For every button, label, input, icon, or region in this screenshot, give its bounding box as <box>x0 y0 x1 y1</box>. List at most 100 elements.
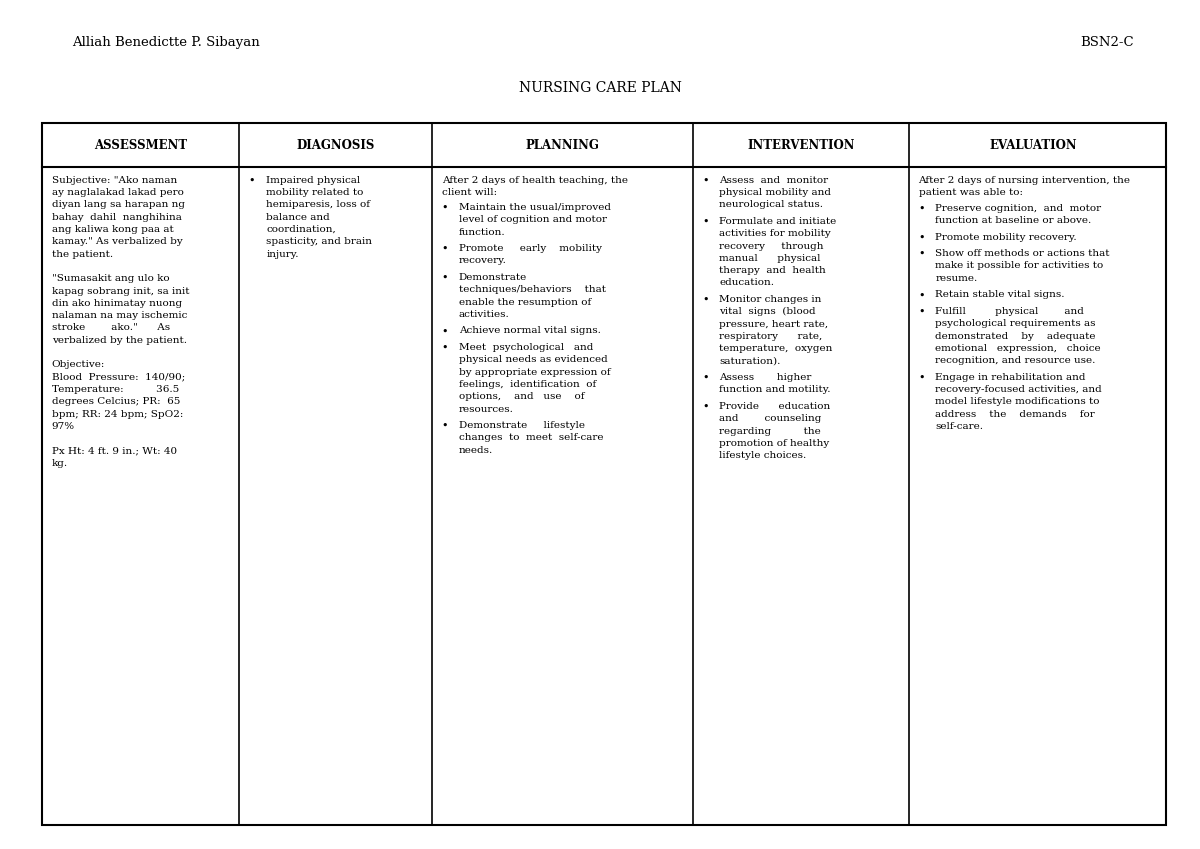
Text: model lifestyle modifications to: model lifestyle modifications to <box>935 397 1100 407</box>
Text: nalaman na may ischemic: nalaman na may ischemic <box>52 311 187 320</box>
Text: Px Ht: 4 ft. 9 in.; Wt: 40: Px Ht: 4 ft. 9 in.; Wt: 40 <box>52 447 176 456</box>
Text: PLANNING: PLANNING <box>526 138 600 152</box>
Text: Monitor changes in: Monitor changes in <box>720 295 822 304</box>
Text: •: • <box>442 244 449 254</box>
Text: resume.: resume. <box>935 273 978 283</box>
Text: Achieve normal vital signs.: Achieve normal vital signs. <box>458 326 600 335</box>
Text: diyan lang sa harapan ng: diyan lang sa harapan ng <box>52 200 185 210</box>
Text: and        counseling: and counseling <box>720 414 822 424</box>
Text: Promote     early    mobility: Promote early mobility <box>458 244 601 253</box>
Text: kg.: kg. <box>52 458 67 468</box>
Text: Assess  and  monitor: Assess and monitor <box>720 176 828 185</box>
Text: resources.: resources. <box>458 404 514 413</box>
Text: •: • <box>918 290 925 301</box>
Text: saturation).: saturation). <box>720 357 781 366</box>
Text: •: • <box>442 273 449 283</box>
Text: manual      physical: manual physical <box>720 254 821 263</box>
Text: by appropriate expression of: by appropriate expression of <box>458 368 610 377</box>
Text: Provide      education: Provide education <box>720 402 830 411</box>
Text: the patient.: the patient. <box>52 250 113 259</box>
Text: address    the    demands    for: address the demands for <box>935 409 1096 419</box>
Text: client will:: client will: <box>442 188 497 197</box>
Text: After 2 days of health teaching, the: After 2 days of health teaching, the <box>442 176 628 185</box>
Text: Assess       higher: Assess higher <box>720 373 812 382</box>
Text: techniques/behaviors    that: techniques/behaviors that <box>458 285 606 295</box>
Text: self-care.: self-care. <box>935 422 983 431</box>
Text: balance and: balance and <box>266 213 330 222</box>
Text: kamay." As verbalized by: kamay." As verbalized by <box>52 237 182 246</box>
Text: INTERVENTION: INTERVENTION <box>748 138 854 152</box>
Text: Preserve cognition,  and  motor: Preserve cognition, and motor <box>935 204 1102 213</box>
Text: temperature,  oxygen: temperature, oxygen <box>720 344 833 353</box>
Text: •: • <box>918 373 925 383</box>
Text: Formulate and initiate: Formulate and initiate <box>720 217 836 226</box>
Text: make it possible for activities to: make it possible for activities to <box>935 261 1104 271</box>
Text: •: • <box>703 295 709 305</box>
Text: physical needs as evidenced: physical needs as evidenced <box>458 355 607 364</box>
Text: activities.: activities. <box>458 310 509 319</box>
Text: bahay  dahil  nanghihina: bahay dahil nanghihina <box>52 213 181 222</box>
Text: din ako hinimatay nuong: din ako hinimatay nuong <box>52 299 181 308</box>
Text: Promote mobility recovery.: Promote mobility recovery. <box>935 233 1076 242</box>
Text: physical mobility and: physical mobility and <box>720 188 832 197</box>
Text: degrees Celcius; PR:  65: degrees Celcius; PR: 65 <box>52 397 180 407</box>
Text: Impaired physical: Impaired physical <box>266 176 361 185</box>
Text: Subjective: "Ako naman: Subjective: "Ako naman <box>52 176 176 185</box>
Text: 97%: 97% <box>52 422 74 431</box>
Text: recovery     through: recovery through <box>720 241 824 250</box>
Text: verbalized by the patient.: verbalized by the patient. <box>52 335 187 345</box>
Text: Show off methods or actions that: Show off methods or actions that <box>935 250 1110 258</box>
Text: education.: education. <box>720 278 774 288</box>
Text: enable the resumption of: enable the resumption of <box>458 297 590 306</box>
Text: lifestyle choices.: lifestyle choices. <box>720 451 806 460</box>
Text: injury.: injury. <box>266 250 299 259</box>
Text: •: • <box>442 343 449 353</box>
Text: needs.: needs. <box>458 446 493 455</box>
Text: After 2 days of nursing intervention, the: After 2 days of nursing intervention, th… <box>918 176 1130 185</box>
Text: Meet  psychological   and: Meet psychological and <box>458 343 593 352</box>
Text: ang kaliwa kong paa at: ang kaliwa kong paa at <box>52 225 173 234</box>
Text: function and motility.: function and motility. <box>720 385 830 395</box>
Text: •: • <box>703 217 709 227</box>
Text: kapag sobrang init, sa init: kapag sobrang init, sa init <box>52 286 190 295</box>
Text: bpm; RR: 24 bpm; SpO2:: bpm; RR: 24 bpm; SpO2: <box>52 409 182 419</box>
Text: Objective:: Objective: <box>52 360 104 369</box>
Text: •: • <box>442 421 449 431</box>
Text: recognition, and resource use.: recognition, and resource use. <box>935 356 1096 365</box>
Text: Temperature:          36.5: Temperature: 36.5 <box>52 385 179 394</box>
Text: changes  to  meet  self-care: changes to meet self-care <box>458 433 604 442</box>
Text: •: • <box>442 326 449 336</box>
Text: promotion of healthy: promotion of healthy <box>720 439 829 448</box>
Text: •: • <box>703 373 709 383</box>
Text: NURSING CARE PLAN: NURSING CARE PLAN <box>518 81 682 94</box>
Text: •: • <box>703 176 709 186</box>
Text: ASSESSMENT: ASSESSMENT <box>94 138 187 152</box>
Text: recovery.: recovery. <box>458 256 506 266</box>
Text: function at baseline or above.: function at baseline or above. <box>935 216 1092 225</box>
Text: Engage in rehabilitation and: Engage in rehabilitation and <box>935 373 1086 382</box>
Text: hemiparesis, loss of: hemiparesis, loss of <box>266 200 371 210</box>
Text: BSN2-C: BSN2-C <box>1080 36 1134 48</box>
Text: psychological requirements as: psychological requirements as <box>935 319 1096 329</box>
Text: patient was able to:: patient was able to: <box>918 188 1022 197</box>
Text: Demonstrate: Demonstrate <box>458 273 527 282</box>
Text: Blood  Pressure:  140/90;: Blood Pressure: 140/90; <box>52 373 185 382</box>
Text: vital  signs  (blood: vital signs (blood <box>720 307 816 317</box>
Text: feelings,  identification  of: feelings, identification of <box>458 380 596 389</box>
Text: Maintain the usual/improved: Maintain the usual/improved <box>458 203 611 212</box>
Text: regarding          the: regarding the <box>720 426 821 436</box>
Text: Demonstrate     lifestyle: Demonstrate lifestyle <box>458 421 584 430</box>
Text: demonstrated    by    adequate: demonstrated by adequate <box>935 331 1096 340</box>
Text: options,    and   use    of: options, and use of <box>458 392 584 402</box>
Text: pressure, heart rate,: pressure, heart rate, <box>720 319 828 329</box>
Text: •: • <box>918 204 925 214</box>
Bar <box>42 123 1166 825</box>
Text: •: • <box>703 402 709 412</box>
Text: level of cognition and motor: level of cognition and motor <box>458 216 606 224</box>
Text: "Sumasakit ang ulo ko: "Sumasakit ang ulo ko <box>52 274 169 284</box>
Text: Retain stable vital signs.: Retain stable vital signs. <box>935 290 1064 300</box>
Text: Alliah Benedictte P. Sibayan: Alliah Benedictte P. Sibayan <box>72 36 259 48</box>
Text: coordination,: coordination, <box>266 225 336 234</box>
Text: function.: function. <box>458 228 505 237</box>
Text: activities for mobility: activities for mobility <box>720 229 832 239</box>
